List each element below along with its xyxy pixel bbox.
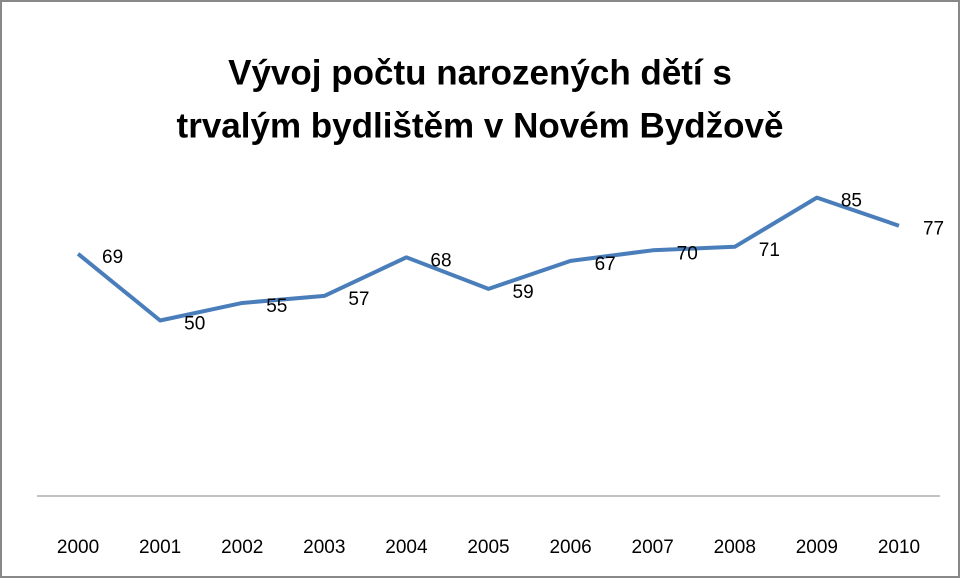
data-label: 59	[513, 282, 534, 303]
x-tick-label: 2000	[57, 537, 99, 558]
x-tick-label: 2004	[385, 537, 428, 558]
data-label: 67	[595, 254, 616, 275]
data-label: 50	[184, 314, 205, 335]
data-label: 68	[430, 250, 451, 271]
data-label: 55	[266, 296, 287, 317]
x-tick-label: 2007	[632, 537, 674, 558]
x-tick-label: 2001	[139, 537, 181, 558]
x-tick-label: 2005	[467, 537, 509, 558]
data-label: 71	[759, 240, 780, 261]
x-tick-label: 2010	[878, 537, 920, 558]
x-tick-label: 2002	[221, 537, 263, 558]
chart-title: Vývoj počtu narozených dětí s	[228, 53, 732, 92]
data-label: 85	[841, 191, 862, 212]
data-label: 70	[677, 243, 698, 264]
line-series	[76, 195, 900, 323]
chart-title: trvalým bydlištěm v Novém Bydžově	[177, 106, 784, 145]
x-tick-label: 2009	[796, 537, 838, 558]
data-label: 77	[923, 219, 944, 240]
x-tick-label: 2008	[714, 537, 756, 558]
x-tick-label: 2006	[549, 537, 591, 558]
x-tick-label: 2003	[303, 537, 345, 558]
data-label: 57	[348, 289, 369, 310]
data-label: 69	[102, 247, 123, 268]
